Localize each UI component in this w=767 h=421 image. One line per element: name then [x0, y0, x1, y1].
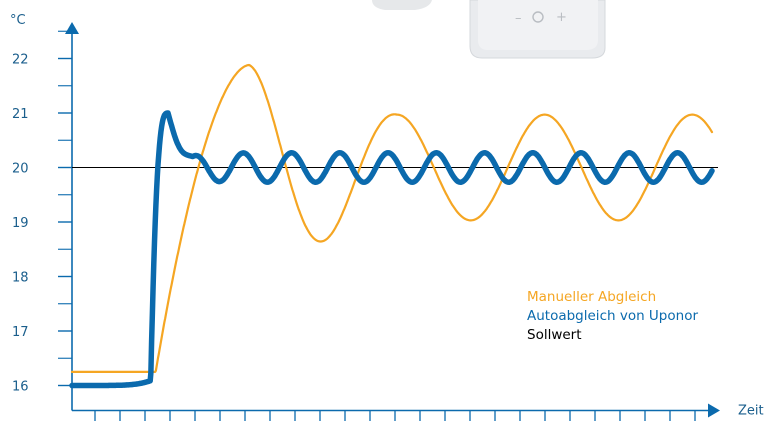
y-tick-label: 20	[12, 162, 29, 177]
legend-item: Sollwert	[527, 327, 582, 343]
y-tick-label: 22	[12, 53, 29, 68]
thermostat-device-image: – +	[372, 0, 606, 59]
series-line-autoabgleich	[69, 110, 715, 389]
axes: °C Zeit 16 17 18 19 20 21 22	[10, 13, 764, 421]
series-layer	[69, 63, 715, 389]
x-axis-arrow	[708, 403, 720, 418]
legend: Manueller Abgleich Autoabgleich von Upono…	[527, 289, 698, 343]
y-tick-label: 18	[12, 271, 29, 286]
y-tick-label: 16	[12, 380, 29, 395]
y-tick-label: 21	[12, 107, 29, 122]
svg-text:+: +	[556, 10, 567, 25]
y-tick-label: 17	[12, 325, 29, 340]
legend-item: Autoabgleich von Uponor	[527, 308, 698, 324]
y-tick-label: 19	[12, 216, 29, 231]
y-axis-arrow	[65, 22, 79, 34]
y-unit-label: °C	[10, 13, 26, 28]
svg-text:–: –	[515, 11, 522, 26]
series-line-manueller-abgleich	[70, 63, 714, 373]
x-axis-label: Zeit	[738, 404, 764, 419]
legend-item: Manueller Abgleich	[527, 289, 656, 305]
